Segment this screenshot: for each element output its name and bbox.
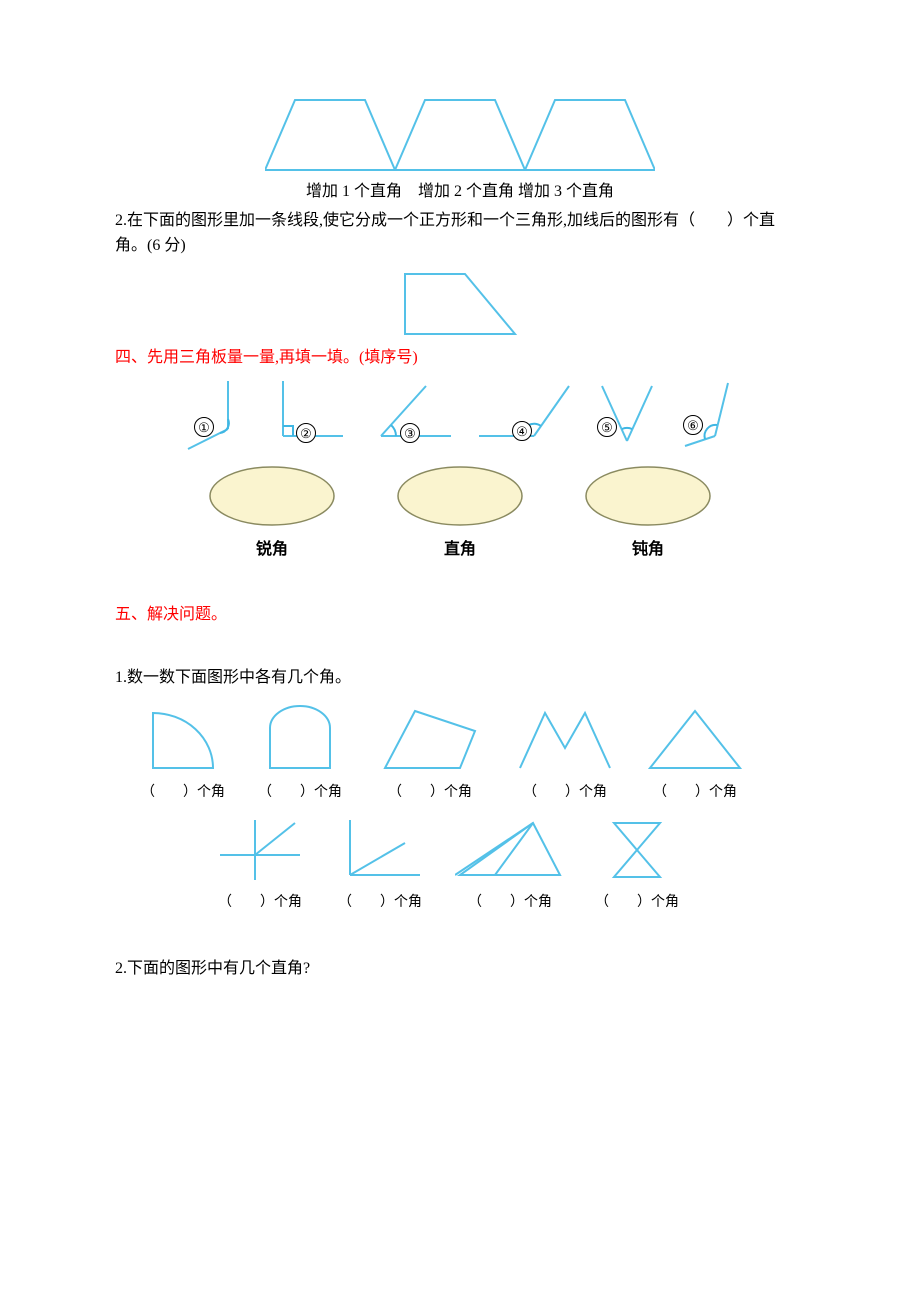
shape-m: （ ）个角 [515,703,615,801]
angle-5: ⑤ [592,381,662,451]
pentagon-row [115,264,805,342]
caption-5: （ ）个角 [653,781,737,801]
oval-label-obtuse: 钝角 [632,535,664,559]
pentagon-svg [395,264,525,342]
angles-row: ① ② [115,381,805,451]
angle-4: ④ [474,381,574,451]
angle-3: ③ [366,381,456,451]
shapes-row-1: （ ）个角 （ ）个角 （ ）个角 （ ）个角 [141,703,805,801]
shape-l-diag: （ ）个角 [335,815,425,911]
caption-9: （ ）个角 [595,891,679,911]
caption-2: （ ）个角 [258,781,342,801]
caption-3: （ ）个角 [388,781,472,801]
shape-tri-inner: （ ）个角 [455,815,565,911]
trapezoids-svg [265,90,655,176]
caption-4: （ ）个角 [523,781,607,801]
section5-title: 五、解决问题。 [115,603,805,628]
s5-q1-text: 1.数一数下面图形中各有几个角。 [115,666,805,691]
q2-text: 2.在下面的图形里加一条线段,使它分成一个正方形和一个三角形,加线后的图形有（ … [115,209,805,259]
oval-acute: 锐角 [208,465,336,559]
section4-title: 四、先用三角板量一量,再填一填。(填序号) [115,346,805,371]
shape-arch: （ ）个角 [255,703,345,801]
shape-triangle: （ ）个角 [645,703,745,801]
shape-cross: （ ）个角 [215,815,305,911]
oval-label-right: 直角 [444,535,476,559]
caption-6: （ ）个角 [218,891,302,911]
caption-8: （ ）个角 [468,891,552,911]
trapezoid-caption: 增加 1 个直角 增加 2 个直角 增加 3 个直角 [115,180,805,205]
shape-quarter: （ ）个角 [141,703,225,801]
shapes-row-2: （ ）个角 （ ）个角 （ ）个角 [215,815,805,911]
shape-hourglass: （ ）个角 [595,815,679,911]
shape-quad: （ ）个角 [375,703,485,801]
trapezoid-row [115,90,805,176]
angle-2: ② [268,381,348,451]
ovals-row: 锐角 直角 钝角 [115,465,805,559]
angle-1: ① [180,381,250,451]
oval-obtuse: 钝角 [584,465,712,559]
angle-6: ⑥ [680,381,740,451]
oval-right: 直角 [396,465,524,559]
caption-7: （ ）个角 [338,891,422,911]
oval-label-acute: 锐角 [256,535,288,559]
s5-q2-text: 2.下面的图形中有几个直角? [115,957,805,982]
caption-1: （ ）个角 [141,781,225,801]
